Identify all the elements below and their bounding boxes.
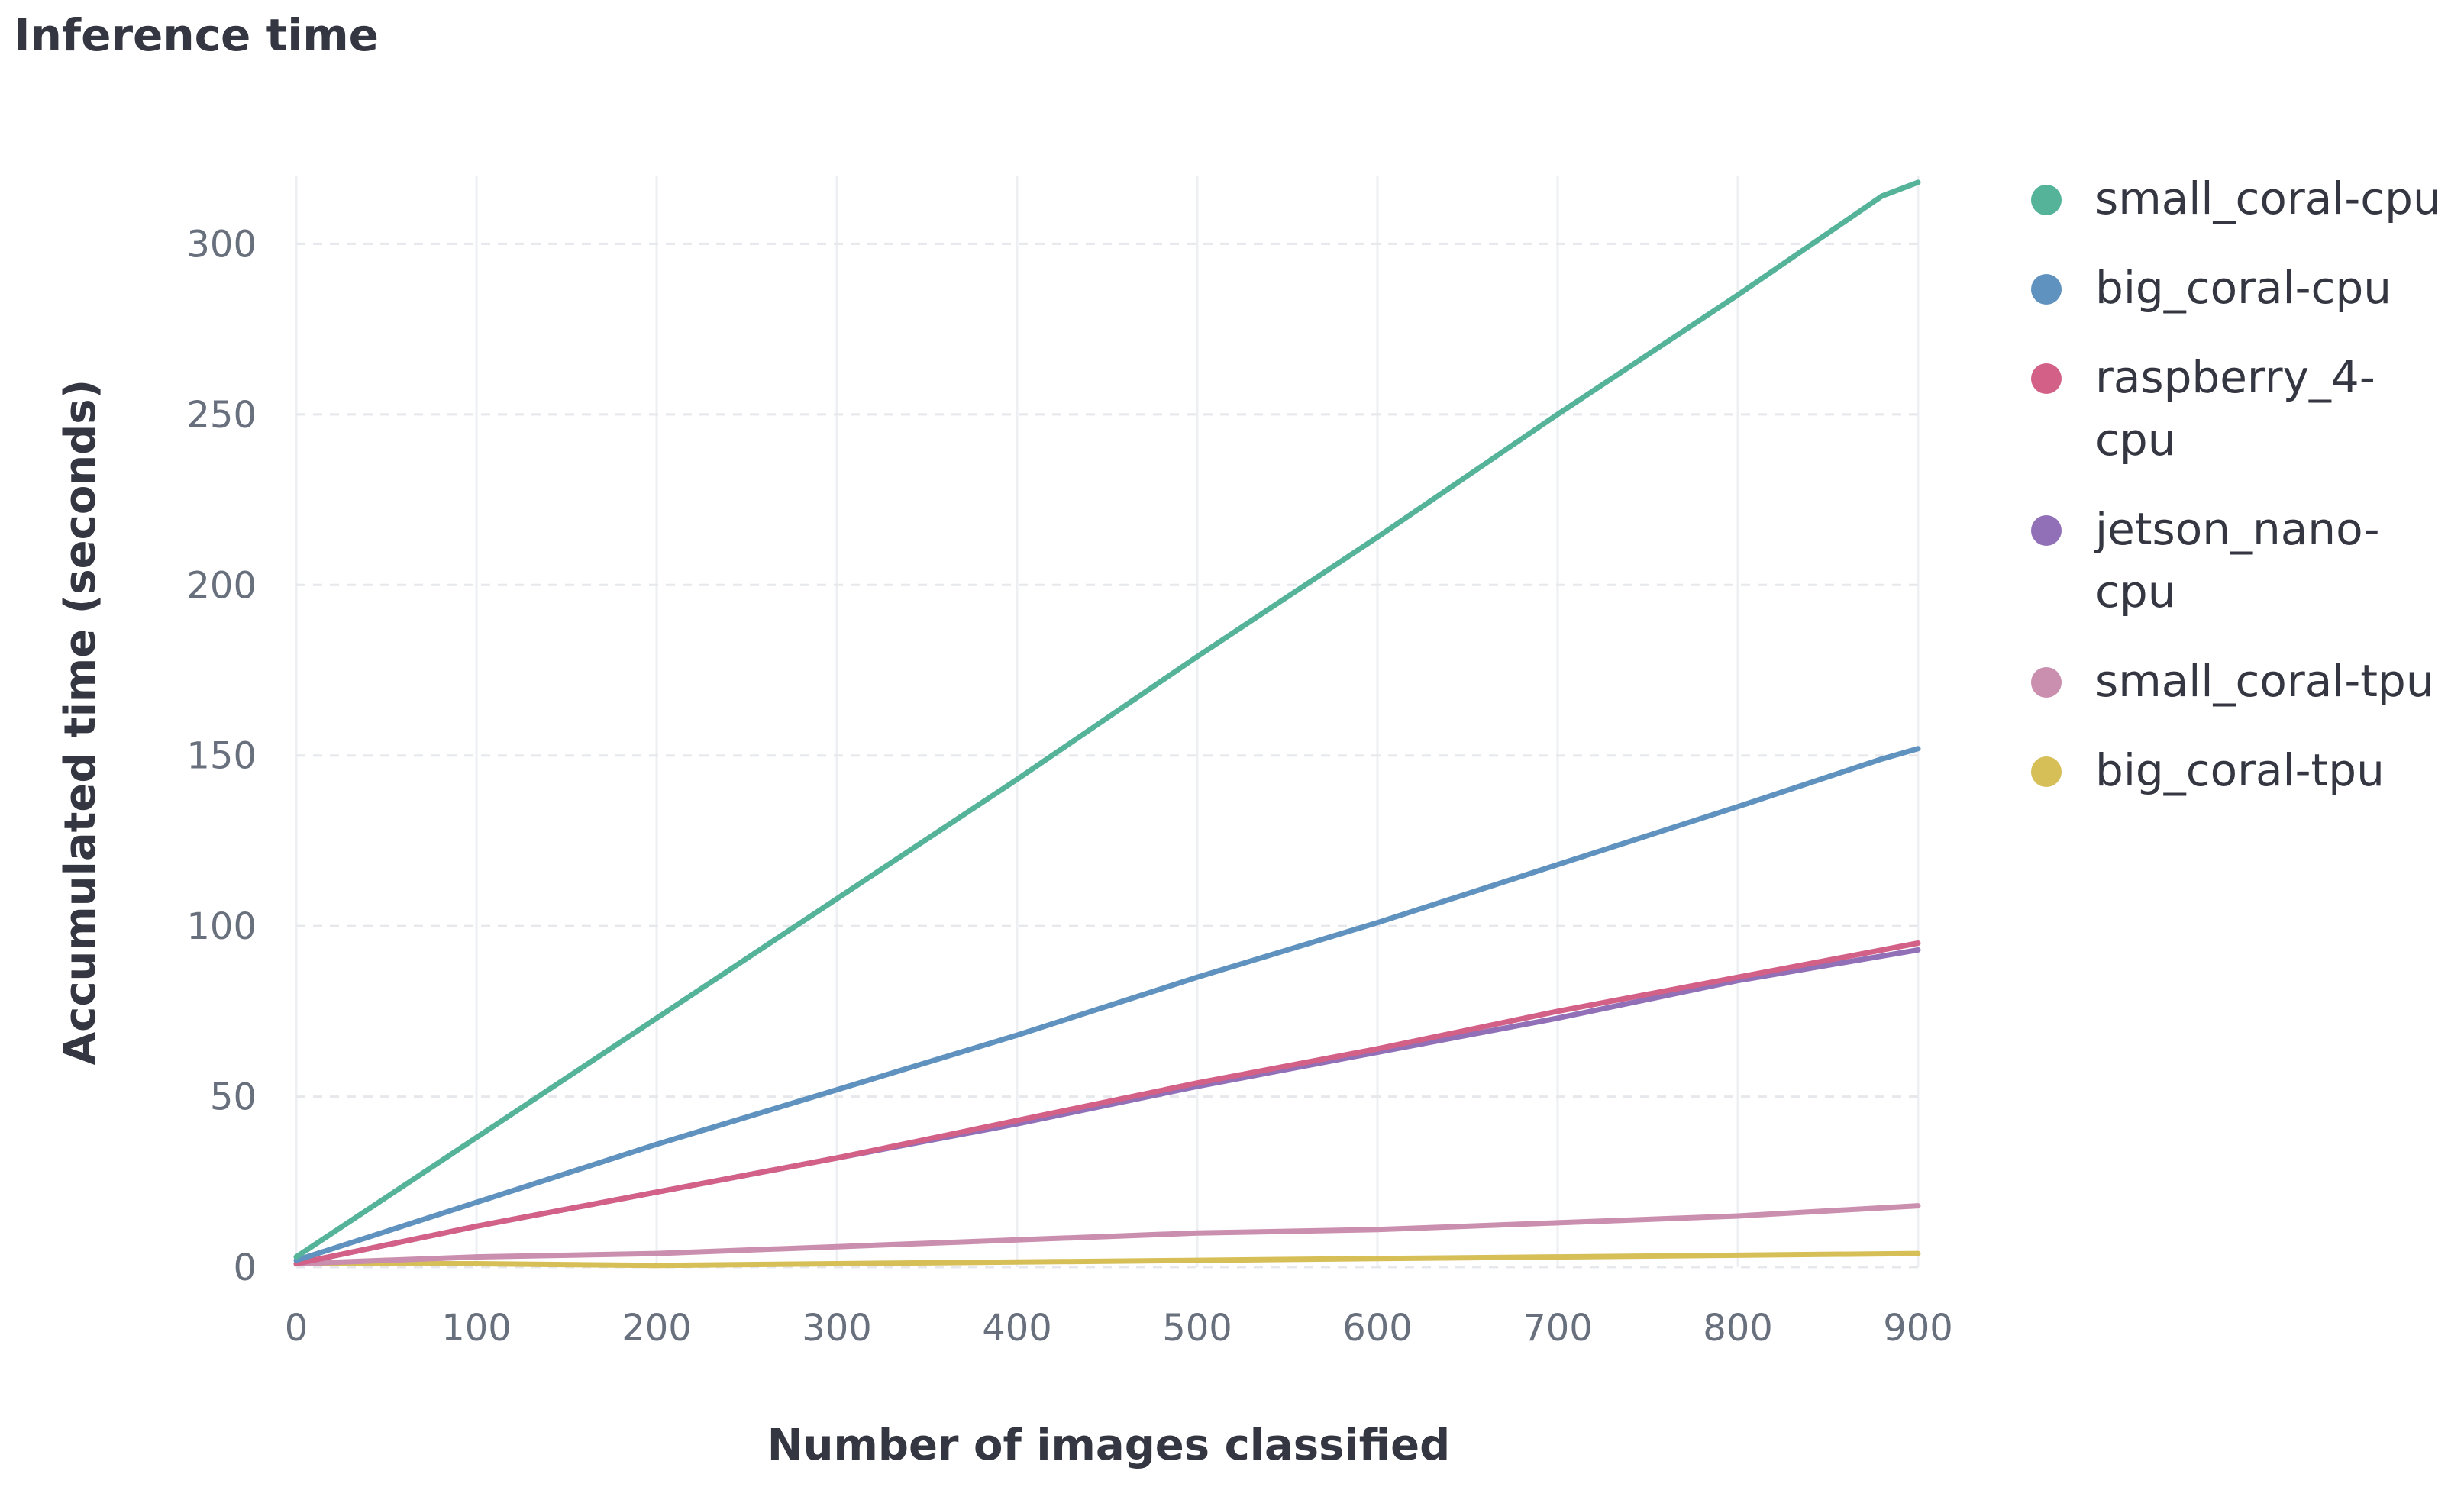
series-line-small-coral-cpu (293, 179, 1921, 1260)
legend-swatch (2031, 667, 2062, 698)
y-tick-label: 0 (233, 1247, 257, 1289)
x-tick-label: 100 (441, 1307, 512, 1350)
legend-label: raspberry_4- (2095, 351, 2375, 403)
x-tick-label: 200 (622, 1307, 692, 1350)
series-line-big-coral-tpu (293, 1250, 1921, 1269)
y-tick-label: 50 (210, 1076, 257, 1119)
legend-label: small_coral-cpu (2095, 173, 2441, 224)
series-line-big-coral-cpu (293, 746, 1921, 1263)
x-axis-title: Number of images classified (767, 1421, 1450, 1470)
legend-swatch (2031, 274, 2062, 305)
legend-swatch (2031, 515, 2062, 546)
legend-swatch (2031, 185, 2062, 215)
legend-item: jetson_nano-cpu (2031, 503, 2380, 618)
x-tick-label: 500 (1162, 1307, 1232, 1350)
legend-item: big_coral-tpu (2031, 744, 2385, 796)
series-lines (293, 179, 1921, 1269)
legend-label: jetson_nano- (2094, 503, 2380, 555)
legend-label: big_coral-tpu (2095, 744, 2385, 796)
y-tick-label: 100 (186, 905, 257, 948)
x-tick-label: 400 (982, 1307, 1052, 1350)
x-tick-label: 0 (285, 1307, 308, 1350)
series-line-small-coral-tpu (293, 1203, 1921, 1266)
x-tick-label: 600 (1342, 1307, 1413, 1350)
series-line-raspberry-4-cpu (293, 940, 1921, 1266)
x-tick-label: 800 (1703, 1307, 1773, 1350)
legend-label: big_coral-cpu (2095, 262, 2391, 314)
x-tick-label: 300 (802, 1307, 872, 1350)
x-axis-ticks: 0 100 200 300 400 500 600 700 800 900 (285, 1307, 1953, 1350)
legend-item: small_coral-cpu (2031, 173, 2441, 224)
legend-swatch (2031, 363, 2062, 394)
y-axis-ticks: 0 50 100 150 200 250 300 (186, 223, 257, 1289)
legend: small_coral-cpu big_coral-cpu raspberry_4-… (2031, 173, 2441, 796)
chart-title: Inference time (14, 9, 379, 61)
y-tick-label: 300 (186, 223, 257, 266)
y-tick-label: 150 (186, 735, 257, 778)
x-tick-label: 900 (1883, 1307, 1953, 1350)
legend-label: cpu (2095, 414, 2175, 466)
y-axis-title: Accumulated time (seconds) (56, 379, 105, 1065)
legend-item: small_coral-tpu (2031, 655, 2434, 707)
legend-item: big_coral-cpu (2031, 262, 2391, 314)
legend-label: cpu (2095, 566, 2175, 618)
y-tick-label: 200 (186, 564, 257, 607)
y-tick-label: 250 (186, 394, 257, 437)
legend-label: small_coral-tpu (2095, 655, 2434, 707)
legend-swatch (2031, 756, 2062, 787)
legend-item: raspberry_4-cpu (2031, 351, 2375, 466)
x-tick-label: 700 (1523, 1307, 1593, 1350)
